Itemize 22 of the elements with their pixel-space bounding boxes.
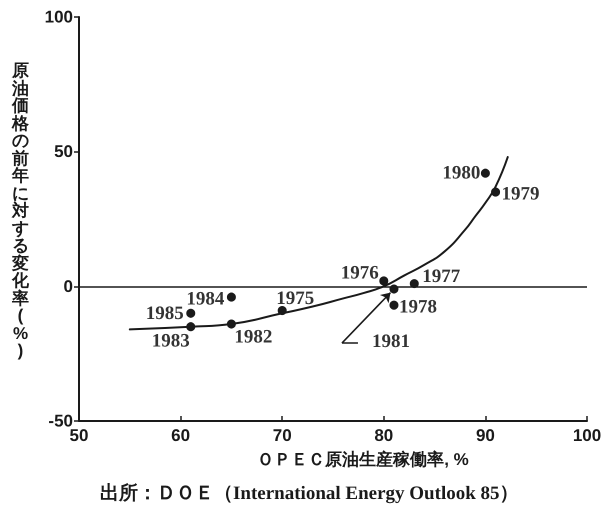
y-tick-label: 50 xyxy=(54,142,73,162)
text: 出所：ＤＯＥ（International Energy Outlook 85） xyxy=(100,482,519,504)
x-tick-label: 90 xyxy=(476,426,495,445)
annotation: 1984 xyxy=(186,288,225,310)
x-tick-label: 80 xyxy=(374,426,394,445)
annotation: 1980 xyxy=(442,162,480,184)
annotation: 1975 xyxy=(276,288,314,310)
annotation: 1981 xyxy=(372,331,410,352)
x-tick-label: 60 xyxy=(171,426,190,445)
y-tick-label: 100 xyxy=(44,8,73,26)
annotation: 1979 xyxy=(502,184,540,205)
x-tick-label: 100 xyxy=(572,426,602,445)
annotation: 1982 xyxy=(234,326,272,348)
annotation: 1985 xyxy=(146,302,184,324)
annotation: 1978 xyxy=(398,296,437,318)
y-tick-label: 0 xyxy=(64,276,73,296)
annotation: 1976 xyxy=(340,262,379,284)
x-axis-title: ＯＰＥＣ原油生産稼働率, % xyxy=(257,450,469,469)
annotation: 1983 xyxy=(152,330,190,352)
x-tick-label: 70 xyxy=(272,426,292,445)
annotation: 1977 xyxy=(422,266,461,288)
text: 原油価格の前年に対する変化率(%) xyxy=(12,61,29,360)
